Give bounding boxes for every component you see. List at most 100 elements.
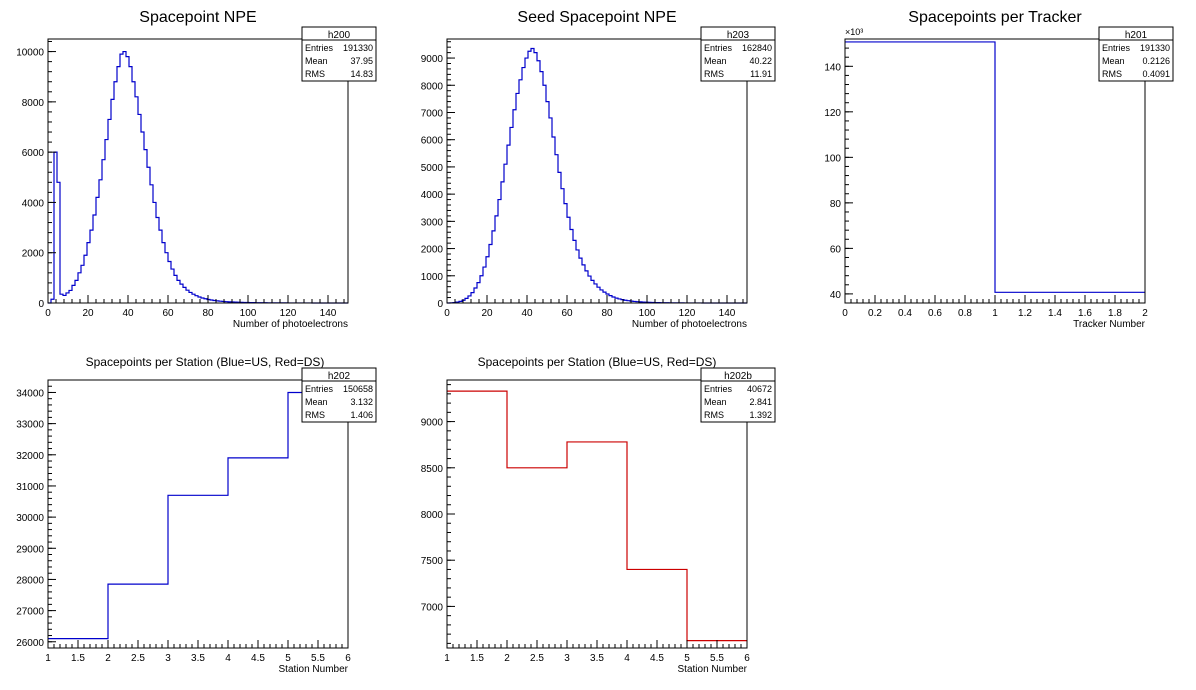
x-tick-label: 1.5 [71, 653, 85, 664]
chart-title: Spacepoint NPE [139, 9, 256, 26]
stats-row-value: 3.132 [350, 397, 373, 407]
stats-box-title: h203 [727, 30, 750, 41]
stats-row-label: RMS [305, 69, 325, 79]
y-tick-label: 9000 [421, 418, 444, 429]
y-tick-label: 32000 [16, 451, 44, 462]
y-tick-label: 7000 [421, 108, 444, 119]
stats-box: h202 Entries 150658 Mean 3.132 RMS 1.406 [301, 367, 377, 423]
stats-box: h203 Entries 162840 Mean 40.22 RMS 11.91 [700, 26, 776, 82]
x-tick-label: 2 [105, 653, 111, 664]
y-tick-label: 27000 [16, 607, 44, 618]
stats-box-frame [1098, 26, 1174, 82]
stats-box: h202b Entries 40672 Mean 2.841 RMS 1.392 [700, 367, 776, 423]
y-tick-label: 4000 [22, 198, 45, 209]
stats-row-label: Mean [704, 56, 727, 66]
y-tick-label: 8000 [22, 98, 45, 109]
plot-frame [446, 38, 748, 304]
histogram-series [48, 50, 348, 304]
plot-frame [47, 38, 349, 304]
stats-row-label: Entries [305, 43, 334, 53]
y-tick-label: 6000 [421, 136, 444, 147]
x-tick-label: 0 [444, 308, 450, 319]
stats-row-value: 0.4091 [1142, 69, 1170, 79]
histogram-pad-2: Seed Spacepoint NPE 0 20 40 60 80 100 120 140 0 10… [421, 9, 776, 330]
y-tick-label: 10000 [16, 48, 44, 59]
stats-row-value: 191330 [343, 43, 373, 53]
x-tick-label: 60 [162, 308, 174, 319]
x-tick-label: 1.6 [1078, 308, 1092, 319]
y-tick-label: 31000 [16, 482, 44, 493]
stats-box-title: h202 [328, 371, 351, 382]
x-tick-label: 5.5 [311, 653, 325, 664]
histogram-series [447, 47, 747, 304]
x-tick-label: 120 [679, 308, 696, 319]
y-tick-label: 8000 [421, 81, 444, 92]
y-tick-label: 80 [830, 199, 842, 210]
x-tick-label: 1.5 [470, 653, 484, 664]
y-tick-label: 34000 [16, 388, 44, 399]
x-tick-label: 60 [561, 308, 573, 319]
histogram-pad-1: Spacepoint NPE 0 20 40 60 80 100 120 140 0 2000 400… [16, 9, 377, 330]
y-tick-label: 8000 [421, 510, 444, 521]
x-tick-label: 0.8 [958, 308, 972, 319]
y-tick-label: 28000 [16, 575, 44, 586]
x-tick-label: 1.8 [1108, 308, 1122, 319]
x-tick-label: 2 [1142, 308, 1148, 319]
x-tick-label: 140 [719, 308, 736, 319]
x-tick-label: 1 [45, 653, 51, 664]
histogram-pad-5: Spacepoints per Station (Blue=US, Red=DS… [421, 355, 776, 675]
x-tick-label: 0 [842, 308, 848, 319]
y-tick-label: 5000 [421, 163, 444, 174]
chart-title: Spacepoints per Station (Blue=US, Red=DS… [86, 355, 325, 369]
chart-title: Seed Spacepoint NPE [517, 9, 676, 26]
x-tick-label: 3 [564, 653, 570, 664]
x-tick-label: 80 [202, 308, 214, 319]
x-axis-label: Station Number [678, 664, 748, 675]
y-tick-label: 4000 [421, 190, 444, 201]
x-tick-label: 0.2 [868, 308, 882, 319]
x-tick-label: 100 [639, 308, 656, 319]
x-tick-label: 0.6 [928, 308, 942, 319]
stats-row-value: 37.95 [350, 56, 373, 66]
x-tick-label: 80 [601, 308, 613, 319]
x-axis-label: Number of photoelectrons [233, 319, 348, 330]
x-tick-label: 6 [345, 653, 351, 664]
y-tick-label: 40 [830, 290, 842, 301]
x-tick-label: 2 [504, 653, 510, 664]
stats-row-label: Mean [305, 56, 328, 66]
x-tick-label: 40 [521, 308, 533, 319]
x-axis-label: Number of photoelectrons [632, 319, 747, 330]
x-tick-label: 40 [122, 308, 134, 319]
y-tick-label: 120 [824, 108, 841, 119]
x-tick-label: 3 [165, 653, 171, 664]
histogram-pad-3: Spacepoints per Tracker 0 0.2 0.4 0.6 0.8 1 1.2… [824, 9, 1174, 330]
x-tick-label: 20 [82, 308, 94, 319]
x-tick-label: 4.5 [650, 653, 664, 664]
stats-row-value: 40.22 [749, 56, 772, 66]
y-tick-label: 29000 [16, 544, 44, 555]
y-tick-label: 60 [830, 244, 842, 255]
stats-box-frame [301, 367, 377, 423]
stats-box-frame [301, 26, 377, 82]
x-tick-label: 2.5 [131, 653, 145, 664]
stats-row-label: Mean [704, 397, 727, 407]
y-exponent-label: ×10³ [845, 27, 863, 37]
stats-row-value: 191330 [1140, 43, 1170, 53]
stats-row-label: Mean [305, 397, 328, 407]
stats-row-value: 1.406 [350, 410, 373, 420]
y-tick-label: 2000 [421, 245, 444, 256]
chart-title: Spacepoints per Station (Blue=US, Red=DS… [478, 355, 717, 369]
histogram-series [447, 390, 747, 642]
stats-box-title: h202b [724, 371, 752, 382]
x-tick-label: 1 [992, 308, 998, 319]
histogram-series [48, 391, 348, 640]
x-tick-label: 5.5 [710, 653, 724, 664]
y-tick-label: 0 [38, 299, 44, 310]
x-axis-label: Station Number [279, 664, 349, 675]
stats-row-value: 2.841 [749, 397, 772, 407]
y-tick-label: 6000 [22, 148, 45, 159]
x-tick-label: 20 [481, 308, 493, 319]
y-tick-label: 8500 [421, 464, 444, 475]
stats-row-label: Entries [704, 43, 733, 53]
y-tick-label: 33000 [16, 420, 44, 431]
